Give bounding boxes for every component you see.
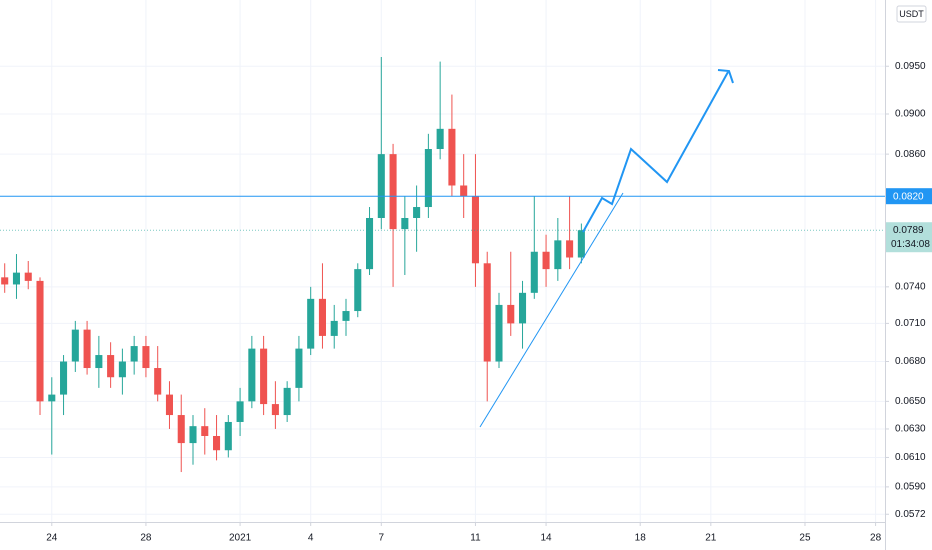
candle-body [60,361,68,395]
horizontal-line-label: 0.0820 [893,191,924,202]
x-tick-label: 28 [140,533,152,544]
x-tick-label: 21 [705,533,717,544]
x-tick-label: 4 [308,533,314,544]
candle-body [424,149,432,208]
arrow-head [717,69,734,84]
currency-box[interactable] [896,5,927,23]
candle-body [448,128,456,186]
candle-body [542,251,550,270]
y-tick-label: 0.0572 [895,509,926,520]
countdown-label: 01:34:08 [891,239,930,250]
candle-body [271,404,279,416]
candles [1,56,585,473]
candle-body [377,154,385,218]
candle-body [307,298,315,349]
y-tick-label: 0.0650 [895,396,926,407]
candle-body [248,348,256,402]
candle-body [24,272,32,281]
y-tick-label: 0.0950 [895,61,926,72]
candle-body [71,329,79,362]
y-tick-label: 0.0590 [895,482,926,493]
last-price-label: 0.0789 [893,225,924,236]
y-tick-label: 0.0900 [895,109,926,120]
candle-body [460,185,468,197]
candle-body [12,272,21,285]
x-tick-label: 24 [46,533,58,544]
candle-body [83,329,91,369]
candle-body [107,355,115,378]
y-tick-label: 0.0680 [895,356,926,367]
candle-body [1,277,9,285]
candle-body [530,251,538,293]
candle-body [354,269,362,312]
y-tick-label: 0.0710 [895,318,926,329]
y-tick-label: 0.0630 [895,424,926,435]
candle-body [36,280,44,402]
trend-line [479,192,624,428]
candle-body [201,426,209,436]
candle-body [483,263,491,362]
last-price-box [886,222,932,253]
candle-body [154,368,162,395]
candle-body [95,355,103,369]
x-tick-label: 2021 [229,533,252,544]
candle-body [130,346,138,362]
currency-label: USDT [899,9,924,19]
candle-body [366,217,374,270]
candle-body [554,240,562,270]
candle-body [401,217,409,230]
candle-body [177,415,185,444]
candle-body [142,346,150,369]
candle-body [471,196,479,264]
candle-body [48,394,56,402]
y-tick-label: 0.0610 [895,452,926,463]
x-tick-label: 14 [541,533,553,544]
x-tick-label: 28 [870,533,882,544]
candle-body [224,421,232,451]
candle-body [436,128,444,150]
candle-body [507,304,515,324]
candle-body [566,240,574,258]
projection-path [582,71,729,233]
candle-body [260,348,268,405]
x-tick-label: 7 [379,533,385,544]
candle-body [389,154,397,230]
axis-labels: 0.0950 0.0900 0.0860 0.0740 0.0710 0.0680 0.06… [46,61,926,544]
candle-body [165,394,173,416]
candle-body [189,426,197,444]
candle-body [330,320,338,336]
x-tick-label: 11 [470,533,481,544]
horizontal-line-label-box [886,188,932,205]
candle-body [283,387,291,416]
candle-body [295,348,303,388]
candle-body [577,230,585,258]
candle-body [213,435,221,451]
x-tick-label: 18 [635,533,647,544]
candle-body [236,401,244,422]
candle-body [495,304,503,362]
y-tick-label: 0.0860 [895,149,926,160]
candle-body [342,311,350,321]
candle-body [118,361,126,378]
candle-body [318,298,326,336]
x-tick-label: 25 [799,533,811,544]
y-tick-label: 0.0740 [895,281,926,292]
candle-body [413,207,421,218]
candle-body [518,292,527,324]
